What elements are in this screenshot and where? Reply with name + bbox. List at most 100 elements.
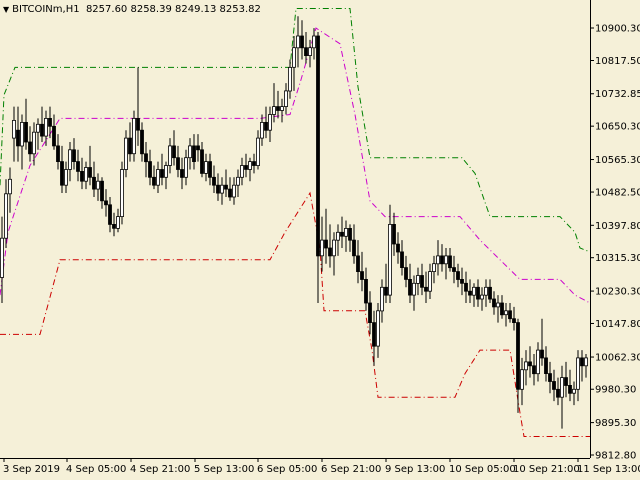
candle-body [404,267,408,280]
candle-body [336,231,340,241]
candle-body [228,188,232,198]
price-tick-label: 10650.30 [595,122,640,133]
time-tick-label: 3 Sep 2019 [3,464,60,475]
candle-body [572,388,576,394]
candle-body [508,310,512,320]
price-tick-label: 9980.30 [595,385,636,396]
candle-body [264,122,268,131]
candle-body [528,361,532,367]
candle-body [40,123,44,137]
symbol-header: ▼ BITCOINm,H1 8257.60 8258.39 8249.13 825… [3,3,261,17]
candle-body [348,227,352,241]
candle-body [204,161,208,174]
time-tick-label: 9 Sep 13:00 [385,464,445,475]
candle-body [160,169,164,178]
candle-body [100,180,104,202]
time-tick-label: 10 Sep 21:00 [513,464,580,475]
candle-body [540,349,544,359]
time-tick-label: 5 Sep 13:00 [194,464,254,475]
candle-body [212,176,216,186]
candle-body [28,141,32,155]
candle-body [200,149,204,174]
candle-body [64,169,68,186]
candle-body [384,286,388,296]
candle-body [288,67,292,92]
candle-body [412,282,416,296]
candle-body [56,145,60,162]
candle-body [408,278,412,296]
candle-body [268,114,272,131]
candle-body [492,298,496,308]
candle-body [400,251,404,268]
candle-body [372,322,376,347]
candle-body [72,149,76,163]
candle-body [432,263,436,273]
candle-body [308,47,312,57]
candle-body [172,145,176,159]
candle-body [284,90,288,108]
candle-body [44,118,48,137]
candle-body [208,161,212,178]
candle-body [272,106,276,115]
candle-body [388,223,392,296]
candle-body [4,193,8,239]
candle-body [144,153,148,163]
time-tick-label: 10 Sep 05:00 [449,464,516,475]
candle-body [124,137,128,170]
candle-body [260,122,264,139]
candle-body [188,145,192,159]
price-tick-label: 9895.30 [595,418,636,429]
candle-body [88,167,92,178]
candle-body [164,165,168,178]
price-tick-label: 10565.30 [595,155,640,166]
candle-body [292,47,296,68]
candle-body [240,165,244,178]
candle-body [36,123,40,133]
candle-body [16,129,20,147]
price-tick-label: 10817.50 [595,56,640,67]
candle-body [440,255,444,265]
candle-body [20,122,24,147]
candle-body [104,200,108,206]
candle-body [324,239,328,249]
candle-body [312,35,316,49]
candle-body [248,161,252,170]
candle-body [484,286,488,296]
price-tick-label: 10900.30 [595,24,640,35]
candle-body [256,137,260,167]
candle-body [196,145,200,151]
time-tick-label: 4 Sep 05:00 [66,464,126,475]
candle-body [504,310,508,316]
candle-body [216,184,220,194]
candle-body [564,377,568,386]
candle-body [140,129,144,155]
candle-body [524,361,528,371]
time-tick-label: 6 Sep 21:00 [321,464,381,475]
candle-body [48,118,52,127]
candle-body [452,267,456,272]
candle-body [576,357,580,390]
candle-body [448,255,452,269]
candle-body [96,180,100,190]
candle-body [120,169,124,217]
candle-body [116,216,120,229]
candle-body [436,255,440,265]
candle-body [532,365,536,375]
symbol-name: BITCOINm,H1 [12,4,80,15]
collapse-triangle-icon[interactable]: ▼ [3,5,10,14]
candle-body [520,369,524,390]
candle-body [220,184,224,194]
candle-body [184,157,188,178]
candle-body [376,310,380,347]
candle-body [296,35,300,49]
candle-body [536,349,540,375]
candle-body [60,161,64,186]
candle-body [32,131,36,155]
candle-body [544,357,548,374]
candle-body [108,204,112,225]
candle-body [500,302,504,316]
candle-body [224,184,228,190]
candle-body [176,157,180,170]
